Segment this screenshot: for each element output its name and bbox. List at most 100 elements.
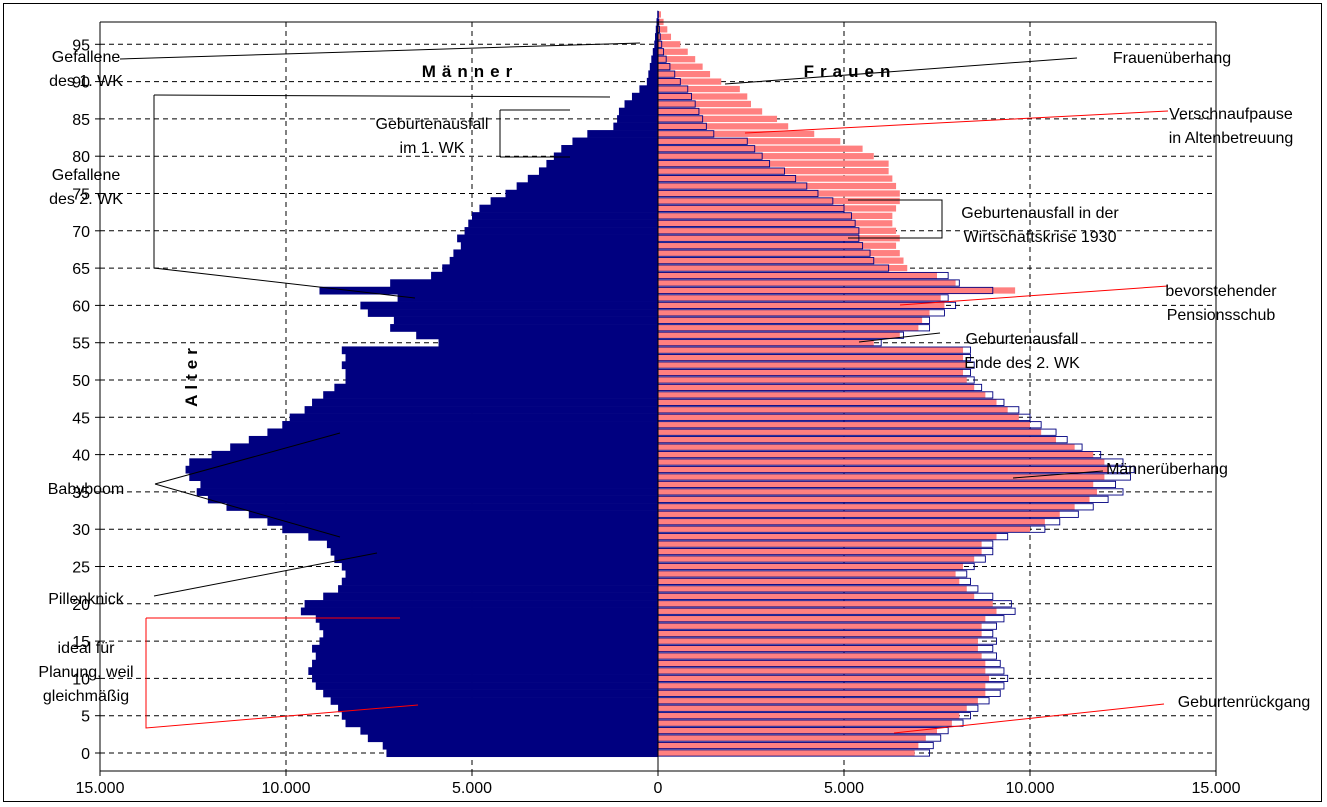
bar-women bbox=[658, 488, 1097, 496]
annotation-geburtenausfall-1wk: Geburtenausfall bbox=[376, 116, 489, 133]
bar-women bbox=[658, 503, 1075, 510]
annotation-geburtenrueckgang: Geburtenrückgang bbox=[1178, 694, 1311, 711]
bar-men bbox=[319, 637, 658, 646]
bar-men bbox=[393, 316, 658, 325]
annotation-ideal: gleichmäßig bbox=[43, 688, 129, 705]
bar-men bbox=[453, 249, 658, 258]
bar-women bbox=[658, 518, 1045, 525]
bar-women bbox=[658, 71, 711, 78]
bar-women bbox=[658, 257, 904, 264]
bar-men bbox=[308, 667, 658, 675]
bar-men bbox=[341, 346, 658, 355]
bar-men bbox=[304, 600, 658, 608]
leader-line bbox=[893, 703, 1165, 734]
bar-women bbox=[658, 720, 952, 727]
y-tick-label: 20 bbox=[72, 597, 90, 614]
bar-men bbox=[386, 749, 658, 758]
bar-women bbox=[658, 555, 975, 563]
bar-women bbox=[658, 645, 978, 652]
bar-women bbox=[658, 212, 893, 220]
annotation-geburtenausfall-1930: Geburtenausfall in der bbox=[961, 205, 1119, 222]
bar-men bbox=[345, 368, 658, 377]
bar-women bbox=[658, 526, 1030, 533]
leader-line bbox=[153, 94, 611, 98]
bar-women bbox=[658, 33, 672, 40]
bar-women bbox=[658, 197, 900, 205]
bar-men bbox=[613, 122, 658, 131]
bar-women bbox=[658, 354, 964, 361]
bar-women bbox=[658, 160, 889, 167]
bar-women bbox=[658, 56, 696, 63]
bar-men bbox=[308, 532, 658, 541]
bar-men bbox=[323, 689, 658, 698]
bar-women bbox=[658, 749, 915, 757]
x-tick-label: 5.000 bbox=[452, 780, 492, 797]
bar-men bbox=[345, 719, 658, 728]
y-axis-label: Alter bbox=[182, 343, 201, 407]
y-tick-label: 60 bbox=[72, 298, 90, 315]
bar-men bbox=[267, 518, 658, 526]
bar-men bbox=[655, 33, 658, 41]
bar-women bbox=[658, 220, 893, 227]
y-tick-label: 35 bbox=[72, 485, 90, 502]
y-tick-label: 80 bbox=[72, 149, 90, 166]
y-tick-labels: 0 5 10 15 20 25 30 35 40 45 50 55 60 65 70 75 80 85 90 95 bbox=[72, 37, 90, 763]
bar-men bbox=[345, 570, 658, 578]
annotation-frauenueberhang: Frauenüberhang bbox=[1113, 50, 1231, 67]
bar-men bbox=[648, 70, 658, 79]
bar-women bbox=[658, 421, 1030, 428]
bar-men bbox=[334, 555, 658, 564]
bar-women bbox=[658, 279, 956, 287]
y-tick-label: 40 bbox=[72, 448, 90, 465]
bar-women bbox=[658, 108, 763, 115]
bar-men bbox=[624, 100, 658, 109]
bar-men bbox=[312, 659, 658, 668]
bar-women bbox=[658, 41, 681, 48]
bar-women bbox=[658, 682, 986, 689]
bar-men bbox=[367, 734, 658, 743]
y-tick-label: 90 bbox=[72, 75, 90, 92]
bar-men bbox=[472, 212, 658, 220]
bar-men bbox=[639, 85, 658, 94]
bar-men bbox=[267, 428, 658, 437]
bar-men bbox=[538, 167, 658, 176]
bar-men bbox=[315, 652, 658, 661]
bar-women bbox=[658, 727, 937, 734]
bar-women bbox=[658, 376, 967, 384]
bar-men bbox=[312, 674, 658, 683]
annotation-gefallene-2wk: Gefallene bbox=[52, 167, 121, 184]
leader-line bbox=[153, 95, 416, 299]
bar-women bbox=[658, 235, 900, 242]
leader-line bbox=[154, 432, 341, 538]
bar-women bbox=[658, 444, 1075, 451]
bar-women bbox=[658, 227, 897, 234]
bar-women bbox=[658, 63, 703, 70]
x-tick-label: 15.000 bbox=[76, 780, 125, 797]
bar-men bbox=[479, 204, 658, 213]
bar-men bbox=[185, 465, 658, 474]
bar-men bbox=[382, 741, 658, 750]
bar-men bbox=[649, 62, 658, 71]
bar-women bbox=[658, 600, 993, 607]
bar-women bbox=[658, 167, 889, 175]
side-label-men: Männer bbox=[422, 62, 518, 81]
bar-men bbox=[319, 622, 658, 631]
bar-men bbox=[505, 189, 658, 198]
annotation-labels: Gefallene des 1. WK Gefallene des 2. WK Gebu… bbox=[38, 49, 1310, 711]
leader-line bbox=[499, 109, 570, 158]
bar-men bbox=[189, 473, 658, 482]
bar-women bbox=[658, 436, 1057, 443]
bar-women bbox=[658, 675, 990, 682]
bar-men bbox=[527, 174, 658, 183]
bar-men bbox=[315, 614, 658, 623]
y-tick-label: 10 bbox=[72, 671, 90, 688]
bar-men bbox=[330, 697, 658, 705]
annotation-geburtenausfall-2wk: Geburtenausfall bbox=[966, 331, 1079, 348]
bar-women bbox=[658, 429, 1042, 436]
bar-men bbox=[572, 137, 658, 146]
y-tick-label: 70 bbox=[72, 224, 90, 241]
x-tick-labels: 15.000 10.000 5.000 0 5.000 10.000 15.000 bbox=[76, 780, 1241, 797]
bar-men bbox=[516, 182, 658, 191]
bar-men bbox=[654, 40, 658, 49]
